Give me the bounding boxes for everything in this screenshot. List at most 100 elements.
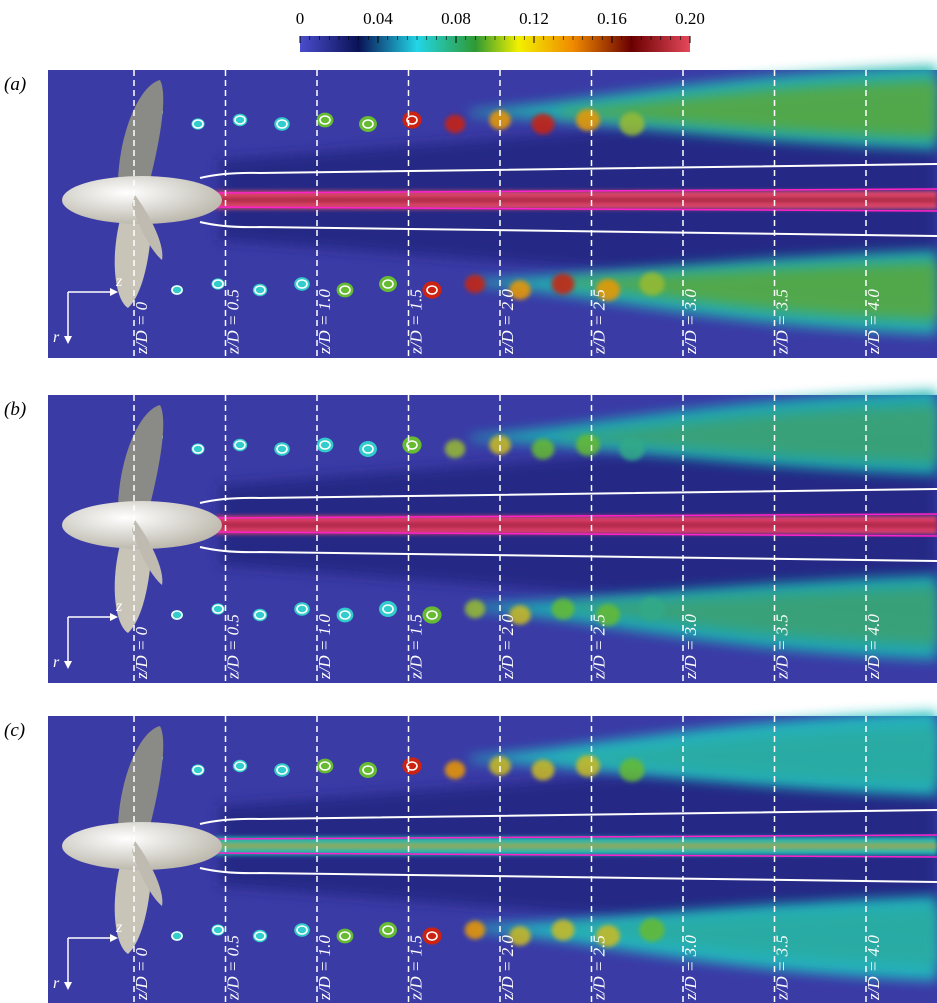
vortex-contour: [192, 444, 204, 454]
vortex-contour: [426, 931, 438, 941]
colorbar-tick-label: 0.16: [597, 9, 627, 28]
vortex-contour: [192, 119, 204, 129]
vortex: [619, 437, 645, 461]
vortex-contour: [234, 761, 246, 771]
axis-z: z: [115, 919, 123, 936]
axis-arrows: [67, 291, 110, 338]
station-label: z/D = 0: [132, 301, 151, 355]
vortex-contour: [254, 285, 266, 295]
panel-label: (b): [4, 399, 26, 420]
station-label: z/D = 2.5: [590, 614, 609, 680]
station-label: z/D = 0.5: [224, 614, 243, 680]
vortex: [171, 285, 183, 295]
station-label: z/D = 2.5: [590, 935, 609, 1001]
station-label: z/D = 1.5: [407, 289, 426, 355]
blade-mid: [132, 520, 163, 585]
vortex: [509, 280, 531, 300]
vortex-contour: [319, 115, 331, 125]
vortex-contour: [171, 285, 183, 295]
vortex-contour: [406, 440, 418, 450]
blade-mid: [132, 195, 163, 260]
colorbar-tick-label: 0.12: [519, 9, 549, 28]
vortex-contour: [362, 119, 374, 129]
vortex: [422, 281, 442, 299]
vortex-contour: [212, 279, 224, 289]
vortex: [509, 605, 531, 625]
blade-mid: [132, 841, 163, 906]
station-label: z/D = 3.5: [773, 289, 792, 355]
vortex-contour: [234, 440, 246, 450]
station-label: z/D = 3.5: [773, 935, 792, 1001]
vortex: [639, 272, 665, 296]
vortex: [531, 759, 555, 781]
vortex: [464, 274, 486, 294]
vortex: [464, 599, 486, 619]
contour: [199, 488, 937, 562]
colorbar-tick-label: 0.20: [675, 9, 705, 28]
station-label: z/D = 1.0: [315, 935, 334, 1001]
vortex: [576, 755, 600, 777]
vortex-contour: [296, 279, 308, 289]
panel-label: (c): [4, 720, 25, 741]
vortex: [531, 438, 555, 460]
vortex-contour: [426, 610, 438, 620]
vortex-contour: [339, 610, 351, 620]
axis-arrows: [67, 616, 110, 663]
vortex: [359, 762, 377, 778]
vortex: [402, 757, 422, 775]
vortex: [379, 922, 397, 938]
hub-jet-core: [215, 197, 937, 203]
hub-jet-core: [215, 522, 937, 528]
station-label: z/D = 3.0: [681, 935, 700, 1001]
colorbar-tick-label: 0: [296, 9, 305, 28]
station-label: z/D = 2.0: [498, 935, 517, 1001]
axis-z: z: [115, 273, 123, 290]
blade-upper: [118, 405, 164, 505]
vortex: [619, 758, 645, 782]
vortex: [316, 437, 334, 453]
station-label: z/D = 4.0: [864, 614, 883, 680]
arrow-heads: [64, 288, 118, 344]
panel-label: (a): [4, 74, 26, 95]
vortex: [551, 273, 575, 295]
station-label: z/D = 3.5: [773, 614, 792, 680]
axis-r: r: [53, 329, 60, 346]
vortex: [576, 109, 600, 131]
vortex-contour: [362, 765, 374, 775]
wake-core: [560, 80, 937, 138]
blade-upper: [118, 80, 164, 180]
axis-r: r: [53, 975, 60, 992]
vortex: [576, 434, 600, 456]
vortex: [551, 919, 575, 941]
panel: [48, 390, 937, 683]
vortex-contour: [382, 604, 394, 614]
vortex: [509, 926, 531, 946]
station-label: z/D = 1.0: [315, 614, 334, 680]
panel: [48, 65, 937, 358]
arrow-heads: [64, 613, 118, 669]
vortex-contour: [319, 761, 331, 771]
vortex-contour: [171, 931, 183, 941]
station-label: z/D = 0: [132, 947, 151, 1001]
hub-jet-core: [215, 843, 937, 849]
station-label: z/D = 0.5: [224, 935, 243, 1001]
vortex-contour: [254, 610, 266, 620]
vortex: [359, 441, 377, 457]
vortex: [422, 606, 442, 624]
vortex: [444, 114, 466, 134]
station-label: z/D = 0: [132, 626, 151, 680]
jet-contour: [214, 834, 937, 858]
vortex-contour: [319, 440, 331, 450]
vortex: [379, 601, 397, 617]
vortex: [336, 928, 354, 944]
colorbar-tick-label: 0.04: [363, 9, 393, 28]
vortex: [596, 925, 620, 947]
station-label: z/D = 1.5: [407, 614, 426, 680]
vortex: [336, 607, 354, 623]
vortex-contour: [192, 765, 204, 775]
colorbar-tick-label: 0.08: [441, 9, 471, 28]
station-label: z/D = 0.5: [224, 289, 243, 355]
vortex: [551, 598, 575, 620]
panel: [48, 711, 937, 1003]
station-label: z/D = 1.0: [315, 289, 334, 355]
